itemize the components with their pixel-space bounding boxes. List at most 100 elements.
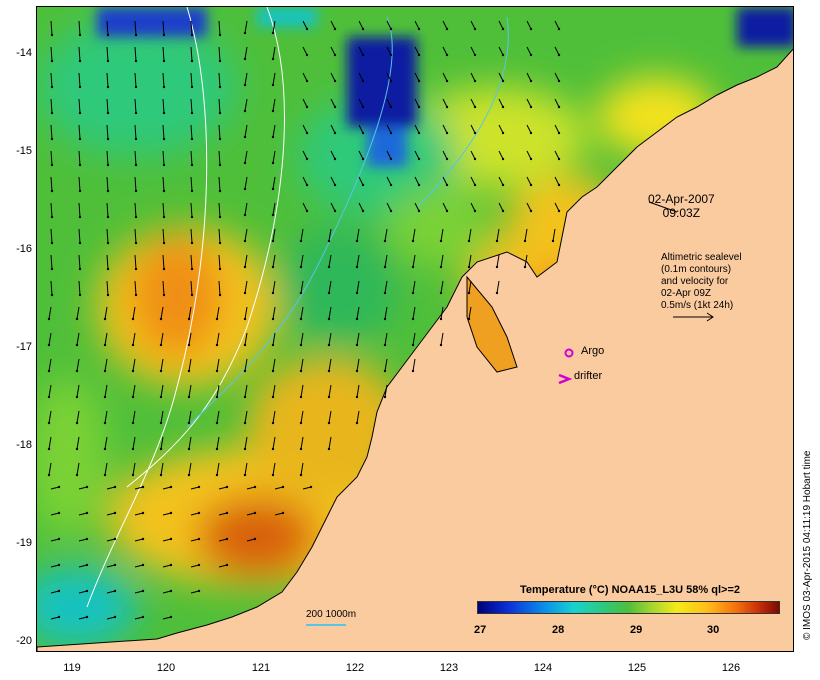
altimetry-line: Altimetric sealevel xyxy=(661,252,742,263)
velocity-arrow-head xyxy=(225,537,229,541)
velocity-arrow xyxy=(272,280,276,294)
velocity-arrows xyxy=(47,20,561,620)
velocity-arrow-head xyxy=(473,183,477,187)
velocity-arrow xyxy=(216,332,220,346)
velocity-arrow xyxy=(48,332,52,346)
velocity-arrow-head xyxy=(106,137,110,141)
velocity-arrow-head xyxy=(327,239,331,243)
velocity-arrow xyxy=(216,306,220,320)
velocity-arrow xyxy=(78,72,81,88)
velocity-arrow-head xyxy=(75,343,79,347)
velocity-arrow xyxy=(330,150,336,160)
velocity-arrow-head xyxy=(85,511,89,515)
velocity-arrow-head xyxy=(299,239,303,243)
argo-marker[interactable] xyxy=(564,348,574,358)
velocity-arrow xyxy=(526,46,532,56)
velocity-arrow xyxy=(274,486,284,490)
sst-map[interactable] xyxy=(36,6,794,652)
velocity-arrow xyxy=(384,228,388,242)
velocity-arrow-head xyxy=(361,209,365,213)
velocity-arrow-head xyxy=(113,537,117,541)
velocity-arrow-head xyxy=(162,111,166,115)
colorbar-tick: 29 xyxy=(630,624,643,636)
velocity-arrow-head xyxy=(501,183,505,187)
velocity-arrow-head xyxy=(190,85,194,89)
velocity-arrow-head xyxy=(159,343,163,347)
velocity-arrow-head xyxy=(271,135,275,139)
velocity-arrow xyxy=(218,564,228,568)
velocity-arrow xyxy=(468,254,472,268)
velocity-arrow-head xyxy=(75,421,79,425)
velocity-arrow-head xyxy=(305,53,309,57)
velocity-arrow xyxy=(328,410,332,424)
velocity-arrow-head xyxy=(225,485,229,489)
velocity-arrow-head xyxy=(299,343,303,347)
velocity-arrow xyxy=(188,410,192,424)
velocity-arrow-head xyxy=(299,447,303,451)
velocity-arrow-head xyxy=(473,209,477,213)
velocity-arrow-head xyxy=(225,563,229,567)
velocity-arrow xyxy=(104,358,108,372)
velocity-arrow-head xyxy=(445,53,449,57)
velocity-arrow xyxy=(302,46,308,56)
velocity-arrow xyxy=(160,332,164,346)
velocity-arrow-head xyxy=(299,421,303,425)
velocity-arrow-head xyxy=(495,265,499,269)
observation-time: 09:03Z xyxy=(662,206,701,220)
velocity-arrow-head xyxy=(50,163,54,167)
velocity-arrow xyxy=(526,98,532,108)
velocity-arrow-head xyxy=(417,27,421,31)
depth-scale-line xyxy=(306,624,346,626)
velocity-arrow-head xyxy=(243,187,247,191)
velocity-arrow-head xyxy=(271,395,275,399)
velocity-arrow xyxy=(302,202,308,212)
altimetry-line: 02-Apr 09Z xyxy=(661,288,712,299)
velocity-arrow xyxy=(106,538,116,542)
drifter-marker[interactable] xyxy=(558,373,573,385)
velocity-arrow xyxy=(106,228,109,244)
velocity-arrow-head xyxy=(551,239,555,243)
velocity-arrow-head xyxy=(271,187,275,191)
velocity-arrow xyxy=(78,20,81,36)
velocity-arrow-head xyxy=(417,157,421,161)
velocity-arrow xyxy=(272,98,276,112)
velocity-arrow-head xyxy=(78,163,82,167)
velocity-arrow-head xyxy=(417,79,421,83)
velocity-arrow xyxy=(300,358,304,372)
velocity-arrow xyxy=(188,436,192,450)
velocity-arrow xyxy=(272,462,276,476)
velocity-arrow-head xyxy=(103,343,107,347)
velocity-arrow xyxy=(440,228,444,242)
velocity-arrow-head xyxy=(134,137,138,141)
velocity-arrow-head xyxy=(271,57,275,61)
velocity-arrow-head xyxy=(389,105,393,109)
velocity-arrow xyxy=(554,46,560,56)
velocity-arrow xyxy=(78,564,88,568)
velocity-arrow xyxy=(76,384,80,398)
velocity-arrow xyxy=(300,254,304,268)
velocity-arrow xyxy=(132,358,136,372)
velocity-arrow-head xyxy=(253,485,257,489)
velocity-arrow xyxy=(218,254,221,270)
velocity-arrow-head xyxy=(113,563,117,567)
velocity-arrow-head xyxy=(78,267,82,271)
contour-200m-b xyxy=(416,16,509,208)
velocity-arrow-head xyxy=(253,511,257,515)
velocity-arrow xyxy=(414,150,420,160)
velocity-arrow xyxy=(272,384,276,398)
velocity-arrow xyxy=(244,124,248,138)
velocity-arrow-head xyxy=(333,131,337,135)
velocity-arrow xyxy=(218,98,221,114)
velocity-arrow xyxy=(246,512,256,516)
velocity-arrow xyxy=(412,306,416,320)
velocity-arrow xyxy=(218,280,221,296)
velocity-arrow xyxy=(162,564,172,568)
velocity-arrow-head xyxy=(190,241,194,245)
velocity-arrow xyxy=(300,332,304,346)
velocity-arrow-head xyxy=(305,27,309,31)
velocity-arrow-head xyxy=(473,105,477,109)
velocity-arrow xyxy=(554,176,560,186)
velocity-arrow xyxy=(440,306,444,320)
velocity-arrow xyxy=(498,72,504,82)
velocity-arrow xyxy=(470,176,476,186)
